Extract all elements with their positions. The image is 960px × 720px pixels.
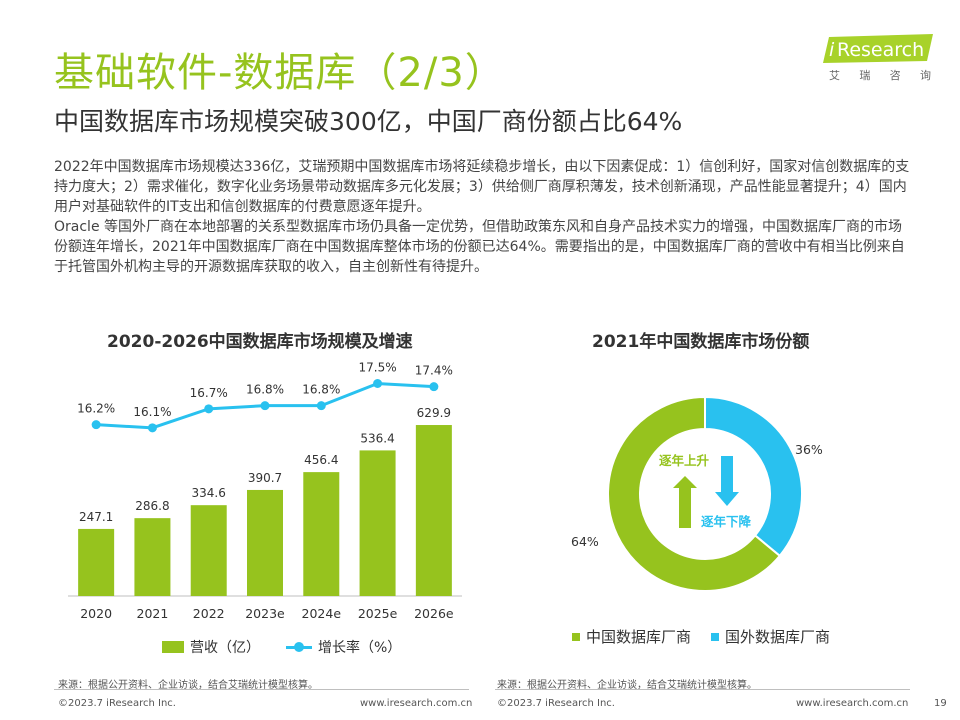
logo-cn-char: 瑞 [859,69,873,82]
donut-slice [704,395,803,558]
body-paragraph-2: Oracle 等国外厂商在本地部署的关系型数据库市场仍具备一定优势，但借助政策东… [54,219,905,275]
growth-rate-label: 16.7% [190,386,228,400]
arrow-up-icon [673,476,697,528]
revenue-bar [134,518,171,596]
revenue-bar-label: 456.4 [304,453,338,467]
legend-line-swatch [286,641,312,653]
url-left: www.iresearch.com.cn [360,698,473,709]
x-tick-label: 2026e [414,606,454,620]
page-title: 基础软件-数据库（2/3） [54,50,506,96]
growth-rate-point [316,401,326,411]
revenue-bar [247,489,283,596]
revenue-bar [78,528,115,596]
annotation-down-label: 逐年下降 [701,514,752,529]
revenue-bar-label: 334.6 [192,486,226,500]
iresearch-logo: i Research 艾 瑞 咨 询 [823,34,933,84]
logo-badge: i Research [823,34,933,63]
x-tick-label: 2023e [245,606,285,620]
body-text: 2022年中国数据库市场规模达336亿，艾瑞预期中国数据库市场将延续稳步增长，由… [54,157,914,277]
growth-rate-point [204,404,214,414]
source-note-left: 来源：根据公开资料、企业访谈，结合艾瑞统计模型核算。 [58,680,318,691]
logo-cn-char: 询 [919,69,933,82]
bar-chart-title: 2020-2026中国数据库市场规模及增速 [107,332,413,352]
arrow-down-icon [715,456,739,506]
growth-rate-point [91,420,101,430]
growth-rate-point [147,423,157,433]
revenue-bar [359,450,396,596]
legend-line-label: 增长率（%） [318,640,402,656]
x-tick-label: 2025e [358,606,398,620]
legend-bar-label: 营收（亿） [190,640,260,656]
growth-rate-point [429,382,439,392]
growth-rate-label: 17.5% [359,361,397,375]
growth-rate-label: 17.4% [415,364,453,378]
legend-china-swatch [572,632,580,641]
annotation-up-label: 逐年上升 [659,453,710,468]
donut-slice [607,395,782,592]
revenue-bar-label: 247.1 [79,510,113,524]
growth-rate-label: 16.1% [133,405,171,419]
body-paragraph-1: 2022年中国数据库市场规模达336亿，艾瑞预期中国数据库市场将延续稳步增长，由… [54,159,910,215]
copyright-right: ©2023.7 iResearch Inc. [497,698,615,709]
footer-divider-right [495,689,910,690]
page-subtitle: 中国数据库市场规模突破300亿，中国厂商份额占比64% [54,107,683,136]
logo-name: Research [837,39,924,61]
bar-chart-legend: 营收（亿） 增长率（%） [162,637,401,657]
legend-foreign-swatch [711,632,720,641]
growth-rate-point [373,379,383,388]
url-right: www.iresearch.com.cn [796,698,909,709]
revenue-bar-label: 286.8 [135,499,169,513]
copyright-left: ©2023.7 iResearch Inc. [58,698,176,709]
x-tick-label: 2022 [193,606,225,620]
pie-chart-title: 2021年中国数据库市场份额 [592,332,810,352]
revenue-bar-label: 629.9 [417,406,451,420]
logo-prefix: i [829,39,835,61]
logo-cn-text: 艾 瑞 咨 询 [829,67,933,83]
source-note-right: 来源：根据公开资料、企业访谈，结合艾瑞统计模型核算。 [497,680,757,691]
x-tick-label: 2024e [302,606,342,620]
pie-chart-legend: 中国数据库厂商 国外数据库厂商 [572,626,830,647]
logo-cn-char: 艾 [829,69,842,82]
growth-rate-label: 16.8% [302,383,340,397]
legend-foreign-label: 国外数据库厂商 [725,628,831,646]
growth-rate-point [260,401,270,411]
legend-china-label: 中国数据库厂商 [586,628,692,646]
revenue-bar-label: 536.4 [360,431,394,445]
logo-cn-char: 咨 [889,69,903,82]
footer-divider-left [54,689,469,690]
growth-rate-label: 16.2% [77,402,115,416]
revenue-bar [303,472,340,596]
growth-rate-label: 16.8% [246,383,284,397]
x-tick-label: 2021 [137,606,169,620]
page-number: 19 [934,698,947,709]
bar-line-chart: 247.1 2020 286.8 2021 334.6 2022 390.7 2023e 456… [68,361,462,620]
revenue-bar [190,505,227,596]
x-tick-label: 2020 [80,606,112,620]
donut-slice-label: 64% [571,534,599,549]
legend-bar-swatch [162,641,184,653]
revenue-bar-label: 390.7 [248,471,282,485]
donut-slice-label: 36% [795,442,823,457]
revenue-bar [415,425,452,596]
